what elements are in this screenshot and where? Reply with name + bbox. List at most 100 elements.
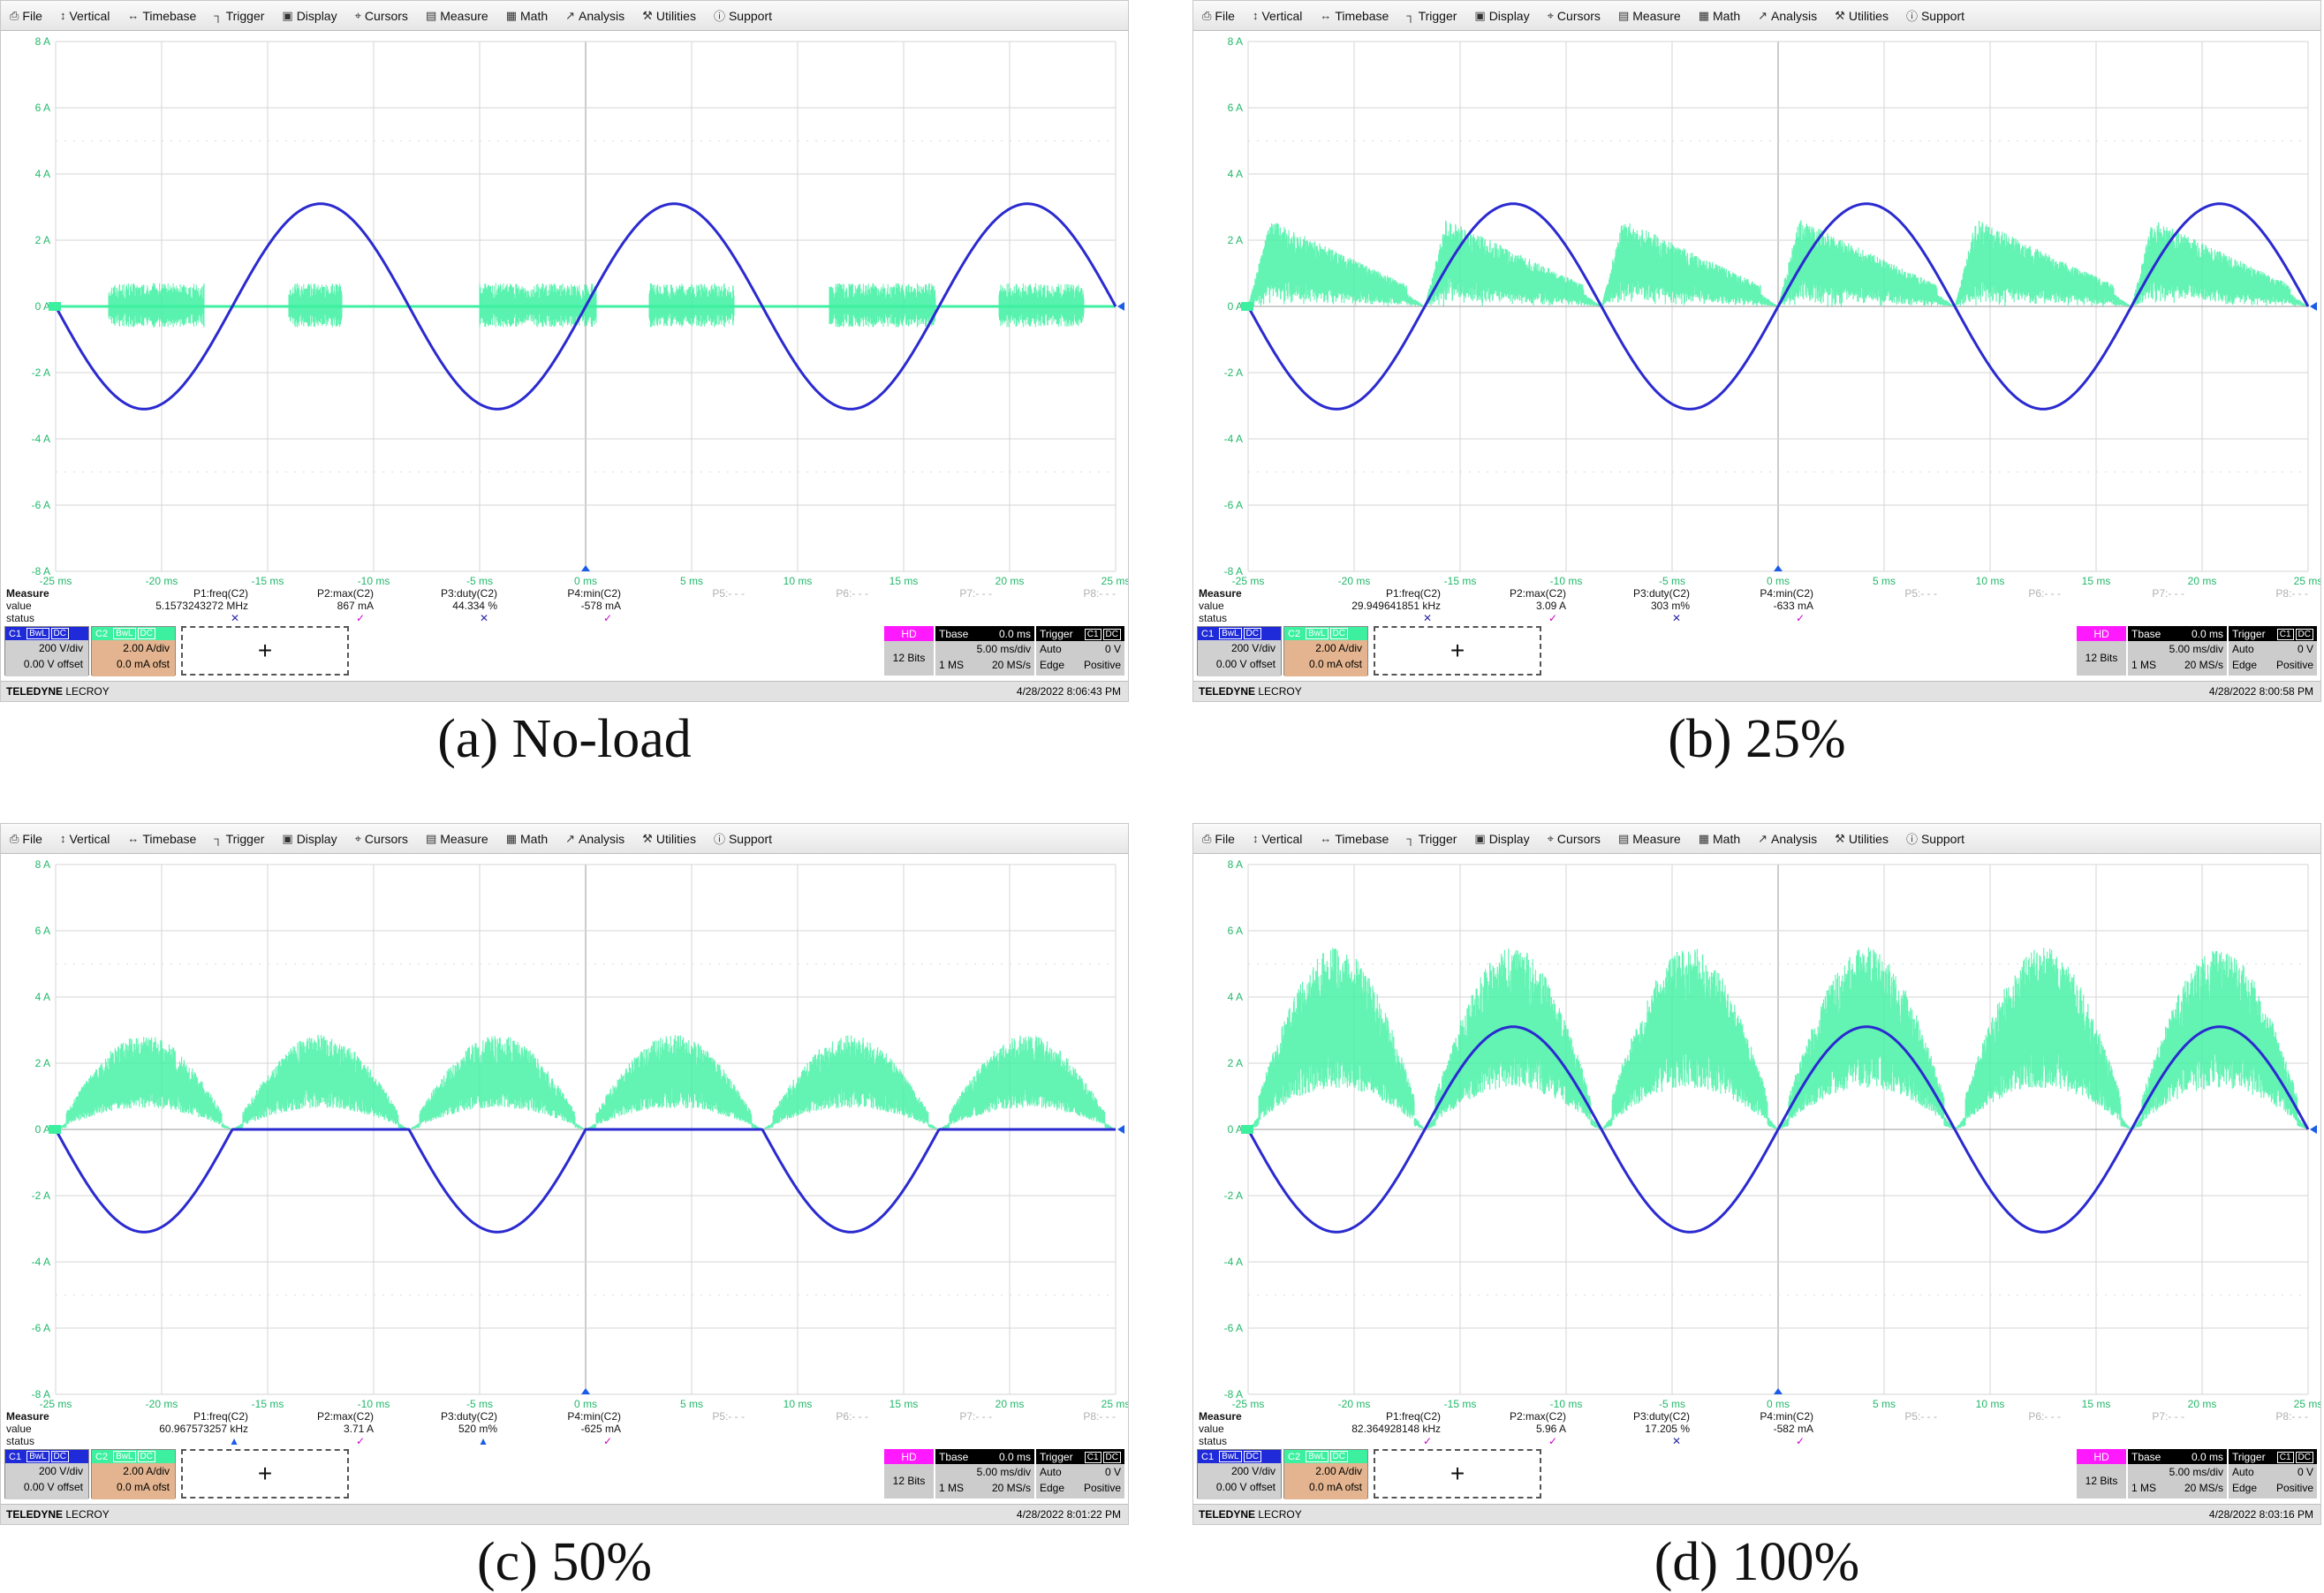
waveform-plot[interactable]: 8 A 6 A 4 A 2 A 0 A -2 A -4 A -6 A -8 A-25 ms -20… <box>1193 33 2321 587</box>
measure-param-1[interactable]: P1:freq(C2) <box>1385 1410 1441 1423</box>
menu-item-utilities[interactable]: ⚒ Utilities <box>639 830 700 848</box>
menu-item-cursors[interactable]: ⌖ Cursors <box>352 7 412 25</box>
menu-item-math[interactable]: ▦ Math <box>503 7 551 25</box>
menu-item-utilities[interactable]: ⚒ Utilities <box>1831 830 1892 848</box>
measure-param-4[interactable]: P4:min(C2) <box>567 587 621 600</box>
measure-param-1[interactable]: P1:freq(C2) <box>193 587 248 600</box>
timebase-descriptor[interactable]: Tbase 0.0 ms 5.00 ms/div 1 MS 20 MS/s <box>2128 626 2227 676</box>
measure-param-2[interactable]: P2:max(C2) <box>316 1410 374 1423</box>
c2-descriptor[interactable]: C2 BwL DC 2.00 A/div 0.0 mA ofst <box>91 1449 176 1499</box>
menu-item-measure[interactable]: ▤ Measure <box>422 7 492 25</box>
add-channel-button[interactable]: + <box>1374 1449 1541 1499</box>
measure-param-5[interactable]: P5:- - - <box>712 1410 745 1423</box>
measure-param-5[interactable]: P5:- - - <box>712 587 745 600</box>
menu-item-analysis[interactable]: ↗ Analysis <box>1754 7 1821 25</box>
menu-item-math[interactable]: ▦ Math <box>1695 830 1744 848</box>
menu-item-measure[interactable]: ▤ Measure <box>1615 7 1684 25</box>
c2-ground-marker[interactable] <box>49 1125 61 1134</box>
menu-item-vertical[interactable]: ↕ Vertical <box>57 830 113 848</box>
menu-item-vertical[interactable]: ↕ Vertical <box>57 7 113 25</box>
hd-descriptor[interactable]: HD 12 Bits <box>2077 1449 2126 1499</box>
hd-descriptor[interactable]: HD 12 Bits <box>2077 626 2126 676</box>
trigger-time-marker[interactable] <box>1774 1388 1783 1394</box>
measure-param-2[interactable]: P2:max(C2) <box>1509 587 1566 600</box>
menu-item-timebase[interactable]: ↔ Timebase <box>1316 7 1392 25</box>
menu-item-display[interactable]: ▣ Display <box>278 830 340 848</box>
menu-item-display[interactable]: ▣ Display <box>1471 7 1533 25</box>
trigger-level-marker[interactable] <box>1117 302 1124 311</box>
c2-descriptor[interactable]: C2 BwL DC 2.00 A/div 0.0 mA ofst <box>1283 1449 1368 1499</box>
menu-item-trigger[interactable]: ┐ Trigger <box>210 830 268 848</box>
add-channel-button[interactable]: + <box>181 626 349 676</box>
measure-param-3[interactable]: P3:duty(C2) <box>440 587 497 600</box>
menu-item-utilities[interactable]: ⚒ Utilities <box>1831 7 1892 25</box>
measure-param-1[interactable]: P1:freq(C2) <box>193 1410 248 1423</box>
menu-item-file[interactable]: ⎙ File <box>1199 830 1238 848</box>
measure-param-7[interactable]: P7:- - - <box>2152 1410 2184 1423</box>
measure-param-4[interactable]: P4:min(C2) <box>1760 587 1813 600</box>
c2-ground-marker[interactable] <box>49 302 61 311</box>
menu-item-trigger[interactable]: ┐ Trigger <box>210 7 268 25</box>
measure-param-6[interactable]: P6:- - - <box>2028 1410 2061 1423</box>
menu-item-trigger[interactable]: ┐ Trigger <box>1403 7 1460 25</box>
timebase-descriptor[interactable]: Tbase 0.0 ms 5.00 ms/div 1 MS 20 MS/s <box>935 1449 1034 1499</box>
c1-descriptor[interactable]: C1 BwL DC 200 V/div 0.00 V offset <box>1197 626 1282 676</box>
waveform-plot[interactable]: 8 A 6 A 4 A 2 A 0 A -2 A -4 A -6 A -8 A-25 ms -20… <box>1 33 1129 587</box>
trigger-descriptor[interactable]: Trigger C1 DC Auto 0 V Edge Positive <box>2229 626 2317 676</box>
menu-item-timebase[interactable]: ↔ Timebase <box>124 7 200 25</box>
menu-item-display[interactable]: ▣ Display <box>1471 830 1533 848</box>
menu-item-vertical[interactable]: ↕ Vertical <box>1249 7 1306 25</box>
measure-param-8[interactable]: P8:- - - <box>2275 1410 2308 1423</box>
menu-item-analysis[interactable]: ↗ Analysis <box>1754 830 1821 848</box>
c1-descriptor[interactable]: C1 BwL DC 200 V/div 0.00 V offset <box>4 626 89 676</box>
measure-param-4[interactable]: P4:min(C2) <box>567 1410 621 1423</box>
measure-param-8[interactable]: P8:- - - <box>2275 587 2308 600</box>
timebase-descriptor[interactable]: Tbase 0.0 ms 5.00 ms/div 1 MS 20 MS/s <box>935 626 1034 676</box>
hd-descriptor[interactable]: HD 12 Bits <box>884 1449 934 1499</box>
measure-param-7[interactable]: P7:- - - <box>959 1410 992 1423</box>
hd-descriptor[interactable]: HD 12 Bits <box>884 626 934 676</box>
menu-item-math[interactable]: ▦ Math <box>503 830 551 848</box>
c2-descriptor[interactable]: C2 BwL DC 2.00 A/div 0.0 mA ofst <box>91 626 176 676</box>
measure-param-1[interactable]: P1:freq(C2) <box>1385 587 1441 600</box>
measure-param-5[interactable]: P5:- - - <box>1904 1410 1937 1423</box>
menu-item-display[interactable]: ▣ Display <box>278 7 340 25</box>
menu-item-support[interactable]: ⓘ Support <box>1903 5 1968 26</box>
menu-item-file[interactable]: ⎙ File <box>6 7 46 25</box>
measure-param-8[interactable]: P8:- - - <box>1083 1410 1116 1423</box>
measure-param-2[interactable]: P2:max(C2) <box>316 587 374 600</box>
add-channel-button[interactable]: + <box>1374 626 1541 676</box>
trigger-descriptor[interactable]: Trigger C1 DC Auto 0 V Edge Positive <box>2229 1449 2317 1499</box>
menu-item-measure[interactable]: ▤ Measure <box>1615 830 1684 848</box>
menu-item-analysis[interactable]: ↗ Analysis <box>562 830 628 848</box>
menu-item-analysis[interactable]: ↗ Analysis <box>562 7 628 25</box>
menu-item-utilities[interactable]: ⚒ Utilities <box>639 7 700 25</box>
menu-item-support[interactable]: ⓘ Support <box>1903 828 1968 849</box>
measure-param-7[interactable]: P7:- - - <box>2152 587 2184 600</box>
measure-param-5[interactable]: P5:- - - <box>1904 587 1937 600</box>
measure-param-6[interactable]: P6:- - - <box>2028 587 2061 600</box>
c2-ground-marker[interactable] <box>1241 302 1253 311</box>
c1-descriptor[interactable]: C1 BwL DC 200 V/div 0.00 V offset <box>4 1449 89 1499</box>
measure-param-6[interactable]: P6:- - - <box>836 1410 868 1423</box>
trigger-level-marker[interactable] <box>1117 1125 1124 1134</box>
trigger-level-marker[interactable] <box>2310 302 2317 311</box>
trigger-descriptor[interactable]: Trigger C1 DC Auto 0 V Edge Positive <box>1036 626 1124 676</box>
menu-item-cursors[interactable]: ⌖ Cursors <box>1544 7 1604 25</box>
c1-descriptor[interactable]: C1 BwL DC 200 V/div 0.00 V offset <box>1197 1449 1282 1499</box>
menu-item-cursors[interactable]: ⌖ Cursors <box>352 830 412 848</box>
measure-param-3[interactable]: P3:duty(C2) <box>1632 587 1690 600</box>
measure-param-3[interactable]: P3:duty(C2) <box>1632 1410 1690 1423</box>
menu-item-vertical[interactable]: ↕ Vertical <box>1249 830 1306 848</box>
menu-item-timebase[interactable]: ↔ Timebase <box>124 830 200 848</box>
add-channel-button[interactable]: + <box>181 1449 349 1499</box>
measure-param-3[interactable]: P3:duty(C2) <box>440 1410 497 1423</box>
waveform-plot[interactable]: 8 A 6 A 4 A 2 A 0 A -2 A -4 A -6 A -8 A-25 ms -20… <box>1 856 1129 1410</box>
menu-item-support[interactable]: ⓘ Support <box>710 828 776 849</box>
menu-item-measure[interactable]: ▤ Measure <box>422 830 492 848</box>
menu-item-support[interactable]: ⓘ Support <box>710 5 776 26</box>
trigger-time-marker[interactable] <box>581 1388 590 1394</box>
menu-item-timebase[interactable]: ↔ Timebase <box>1316 830 1392 848</box>
measure-param-8[interactable]: P8:- - - <box>1083 587 1116 600</box>
timebase-descriptor[interactable]: Tbase 0.0 ms 5.00 ms/div 1 MS 20 MS/s <box>2128 1449 2227 1499</box>
